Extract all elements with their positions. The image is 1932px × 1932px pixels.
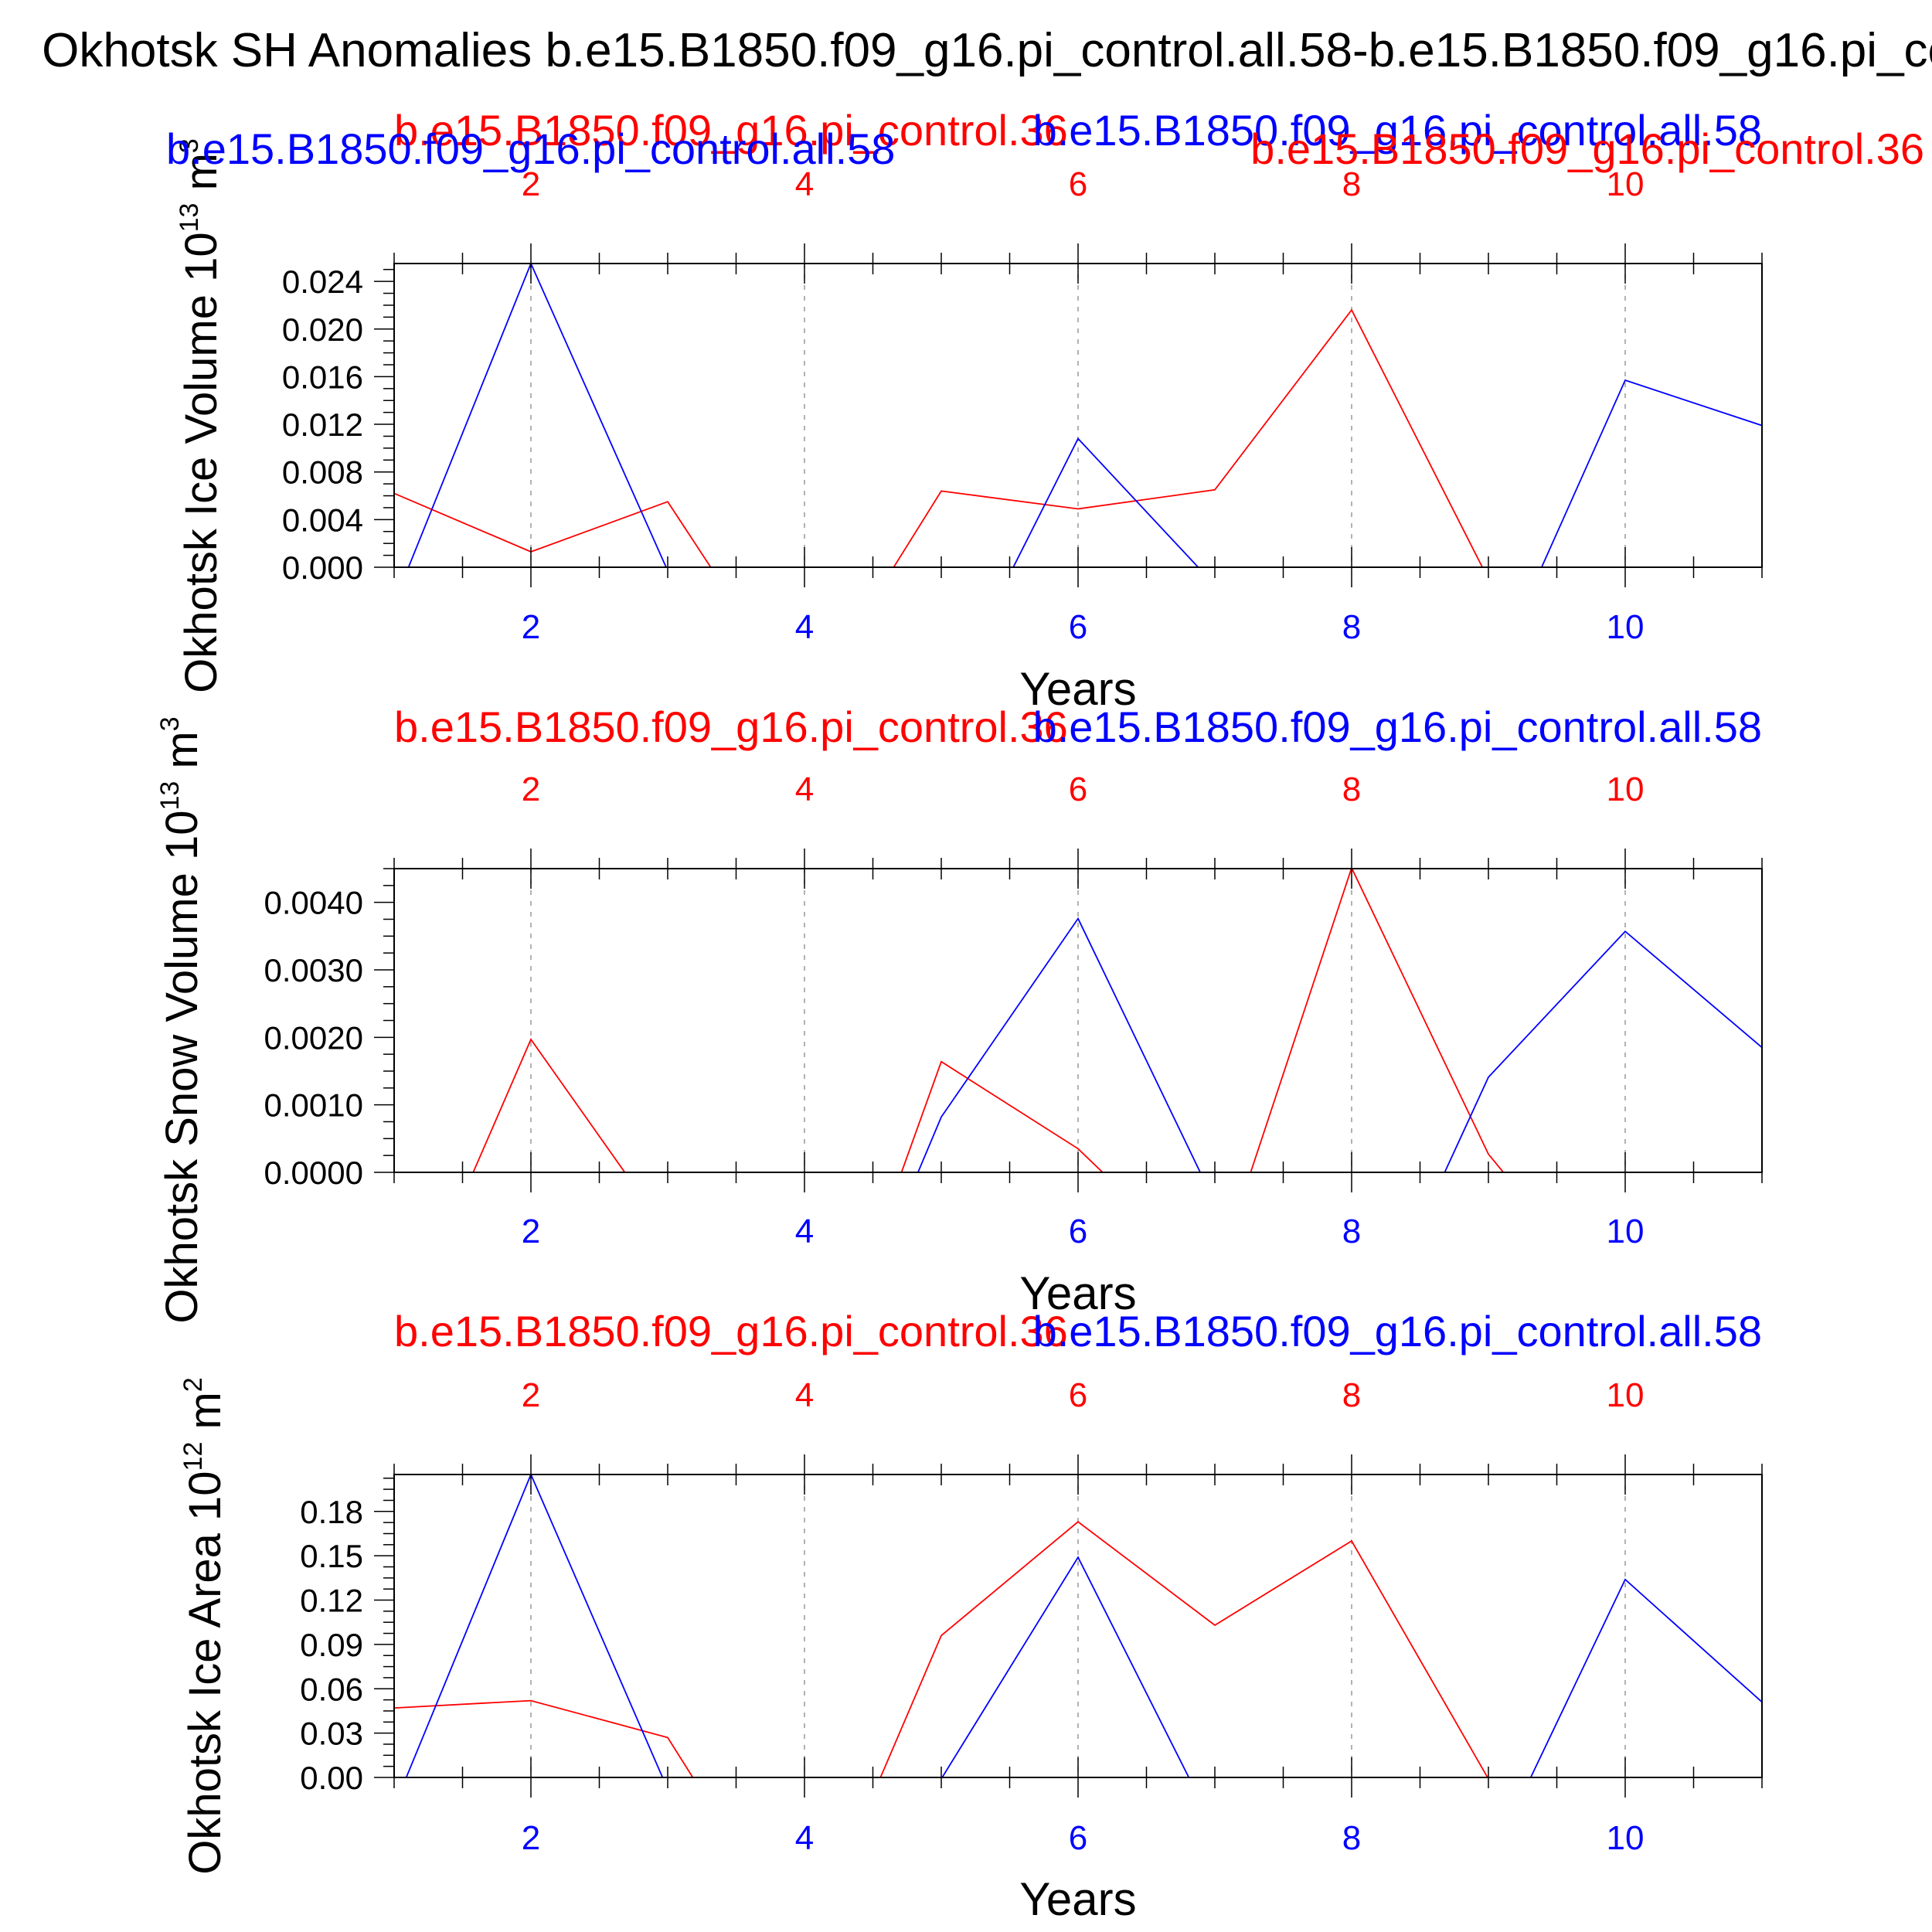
figure-title: Okhotsk SH Anomalies b.e15.B1850.f09_g16… [42,24,1932,77]
y-tick-label: 0.0030 [264,952,363,988]
y-axis-title: Okhotsk Ice Volume 1013 m3 [175,138,226,693]
run-label-blue: b.e15.B1850.f09_g16.pi_control.all.58 [1033,106,1762,155]
x-tick-label-top: 2 [522,770,540,808]
x-axis-title: Years [1019,1873,1136,1925]
series-group [472,869,1762,1172]
y-axis-title-exponent: 13 [155,781,185,811]
x-tick-label-top: 2 [522,1376,540,1414]
y-tick-label: 0.0040 [264,885,363,921]
y-tick-label: 0.12 [300,1583,363,1619]
y-tick-label: 0.016 [282,359,363,395]
y-axis-title-unit: m [157,731,207,781]
x-tick-label-top: 8 [1342,165,1361,203]
x-tick-label-top: 10 [1607,165,1645,203]
y-axis-title-unit: m [180,1392,230,1441]
y-tick-label: 0.15 [300,1538,363,1574]
y-tick-label: 0.0010 [264,1087,363,1124]
run-label-blue: b.e15.B1850.f09_g16.pi_control.all.58 [1033,1307,1762,1355]
x-tick-label-bottom: 8 [1342,1819,1361,1857]
x-tick-label-bottom: 2 [522,608,540,646]
y-tick-label: 0.09 [300,1627,363,1663]
run-label-red: b.e15.B1850.f09_g16.pi_control.36 [394,1307,1068,1355]
run-label-red-secondary: b.e15.B1850.f09_g16.pi_control.36 [1250,124,1924,173]
x-tick-label-top: 4 [795,1376,814,1414]
x-tick-label-top: 8 [1342,1376,1361,1414]
y-axis-title-exponent: 12 [179,1442,208,1471]
y-tick-label: 0.000 [282,549,363,586]
y-axis-title-unit-exponent: 2 [179,1377,208,1392]
x-tick-label-top: 6 [1069,770,1087,808]
x-tick-label-top: 4 [795,165,814,203]
y-tick-label: 0.00 [300,1760,363,1796]
y-axis-title-unit-exponent: 3 [175,138,204,153]
run-label-blue-secondary: b.e15.B1850.f09_g16.pi_control.all.58 [166,124,895,173]
x-tick-label-top: 10 [1607,770,1645,808]
chart-panel-1: 2 2 4 4 6 6 8 8 10 10 0.000 0.004 0.008 0.012 0.016 0.0… [166,106,1924,715]
series-line-blue [405,1475,1762,1777]
x-tick-label-top: 10 [1607,1376,1645,1414]
panels: 2244668810100.0000.0040.0080.0120.0160.0… [155,106,1924,1925]
y-tick-label: 0.004 [282,502,363,538]
series-group [394,1475,1762,1777]
y-axis-title-unit: m [176,153,226,202]
chart-panel-3: 2 2 4 4 6 6 8 8 10 10 0.00 0.03 0.06 0.09 0.12 0.15 0.18… [179,1307,1763,1925]
x-tick-label-bottom: 6 [1069,1819,1087,1857]
y-tick-label: 0.03 [300,1716,363,1752]
x-tick-label-top: 6 [1069,165,1087,203]
x-tick-label-top: 2 [522,165,540,203]
chart-panel-2: 2 2 4 4 6 6 8 8 10 10 0.0000 0.0010 0.0020 0.0030 0.00… [155,702,1763,1324]
x-tick-label-bottom: 10 [1607,608,1645,646]
x-tick-label-bottom: 4 [795,608,814,646]
series-line-blue [407,264,1762,567]
x-tick-label-bottom: 4 [795,1819,814,1857]
y-tick-label: 0.020 [282,311,363,348]
x-tick-label-top: 4 [795,770,814,808]
y-axis-title-exponent: 13 [175,203,204,233]
series-line-blue [917,917,1762,1172]
x-tick-label-bottom: 8 [1342,1213,1361,1250]
y-tick-label: 0.06 [300,1671,363,1707]
x-tick-label-top: 6 [1069,1376,1087,1414]
y-tick-label: 0.0000 [264,1155,363,1191]
y-axis-title-unit-exponent: 3 [155,716,185,731]
x-tick-label-bottom: 6 [1069,608,1087,646]
y-tick-label: 0.012 [282,406,363,443]
run-label-red: b.e15.B1850.f09_g16.pi_control.36 [394,702,1068,751]
y-axis-title: Okhotsk Snow Volume 1013 m3 [155,716,207,1323]
run-label-blue: b.e15.B1850.f09_g16.pi_control.all.58 [1033,702,1762,751]
x-tick-label-bottom: 2 [522,1213,540,1250]
x-tick-label-bottom: 2 [522,1819,540,1857]
y-tick-label: 0.008 [282,454,363,491]
y-tick-label: 0.18 [300,1494,363,1530]
x-tick-label-bottom: 8 [1342,608,1361,646]
x-axis-title: Years [1019,663,1136,715]
y-axis-title: Okhotsk Ice Area 1012 m2 [179,1377,230,1874]
y-tick-label: 0.0020 [264,1019,363,1056]
y-axis-title-main: Okhotsk Ice Volume 10 [176,232,226,692]
y-axis-title-main: Okhotsk Ice Area 10 [180,1471,230,1874]
series-group [394,264,1762,567]
x-tick-label-bottom: 4 [795,1213,814,1250]
x-tick-label-top: 8 [1342,770,1361,808]
x-tick-label-bottom: 10 [1607,1819,1645,1857]
series-line-red [472,869,1505,1172]
x-tick-label-bottom: 6 [1069,1213,1087,1250]
y-tick-label: 0.024 [282,264,363,300]
x-axis-title: Years [1019,1267,1136,1319]
x-tick-label-bottom: 10 [1607,1213,1645,1250]
series-line-red [394,308,1484,567]
series-line-red [394,1521,1488,1777]
y-axis-title-main: Okhotsk Snow Volume 10 [157,811,207,1324]
run-label-red: b.e15.B1850.f09_g16.pi_control.36 [394,106,1068,155]
